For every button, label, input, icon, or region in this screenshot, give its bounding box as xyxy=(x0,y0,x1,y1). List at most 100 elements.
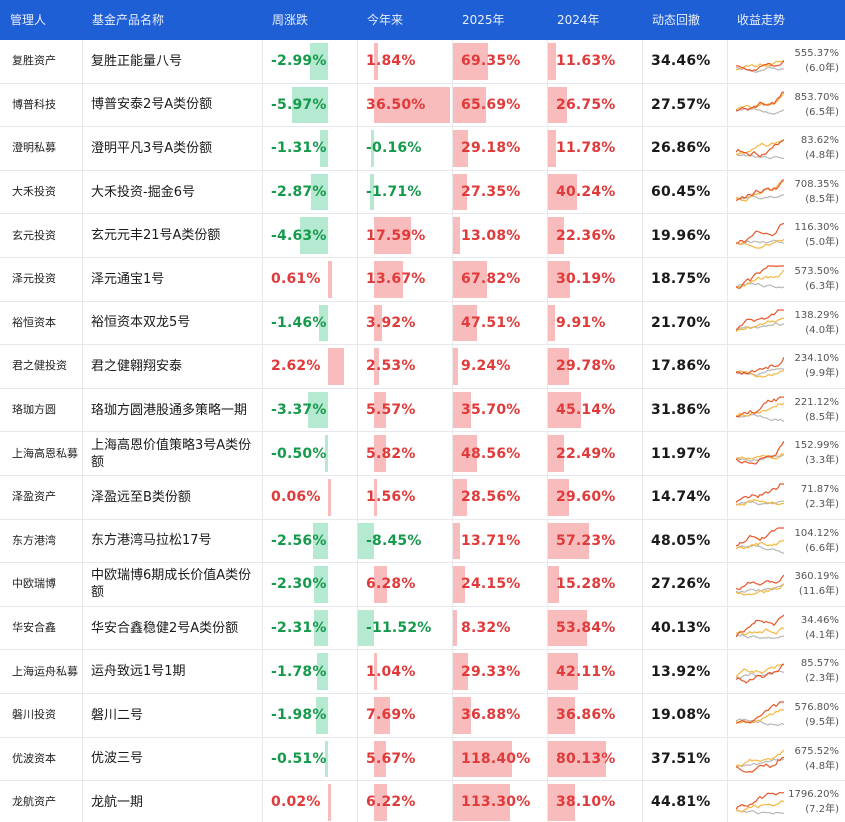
product-name-cell[interactable]: 君之健翱翔安泰 xyxy=(82,345,262,388)
col-header-manager[interactable]: 管理人 xyxy=(10,13,47,27)
fund-age-value: (6.6年) xyxy=(805,542,839,554)
trend-cell[interactable]: 83.62% (4.8年) xyxy=(727,127,845,170)
value-bar xyxy=(374,479,378,516)
trend-cell[interactable]: 573.50% (6.3年) xyxy=(727,258,845,301)
table-row[interactable]: 裕恒资本 裕恒资本双龙5号 -1.46% 3.92% 47.51% 9.91% 21.70%… xyxy=(0,301,845,346)
fund-age-value: (4.0年) xyxy=(805,324,839,336)
product-name-cell[interactable]: 玄元元丰21号A类份额 xyxy=(82,214,262,257)
ytd-value: 1.56% xyxy=(366,489,416,506)
drawdown-cell: 27.26% xyxy=(642,563,727,606)
product-name-cell[interactable]: 博普安泰2号A类份额 xyxy=(82,83,262,127)
value-bar xyxy=(328,784,331,821)
col-header-week[interactable]: 周涨跌 xyxy=(272,13,309,27)
year-2025-cell-value: 13.08% xyxy=(461,227,521,244)
drawdown-cell: 14.74% xyxy=(642,476,727,519)
product-name-cell[interactable]: 龙航一期 xyxy=(82,781,262,822)
trend-cell[interactable]: 34.46% (4.1年) xyxy=(727,606,845,650)
trend-cell[interactable]: 675.52% (4.8年) xyxy=(727,737,845,781)
year-2025-cell-value: 65.69% xyxy=(461,96,521,113)
drawdown-value: 31.86% xyxy=(651,402,711,419)
ytd-cell: 3.92% xyxy=(357,301,452,345)
product-name-cell[interactable]: 华安合鑫稳健2号A类份额 xyxy=(82,606,262,650)
cumulative-return-value: 573.50% xyxy=(794,266,840,277)
product-name-cell[interactable]: 复胜正能量八号 xyxy=(82,40,262,83)
table-row[interactable]: 博普科技 博普安泰2号A类份额 -5.97% 36.50% 65.69% 26.75% 27… xyxy=(0,83,845,128)
trend-cell[interactable]: 138.29% (4.0年) xyxy=(727,301,845,345)
year-2024-cell: 22.49% xyxy=(547,432,642,475)
col-header-2024[interactable]: 2024年 xyxy=(557,13,600,27)
trend-cell[interactable]: 221.12% (8.5年) xyxy=(727,388,845,432)
fund-line xyxy=(736,526,784,547)
table-row[interactable]: 优波资本 优波三号 -0.51% 5.67% 118.40% 80.13% 37.51% 67… xyxy=(0,737,845,782)
trend-cell[interactable]: 555.37% (6.0年) xyxy=(727,40,845,83)
table-row[interactable]: 复胜资产 复胜正能量八号 -2.99% 1.84% 69.35% 11.63% 34.46%… xyxy=(0,40,845,84)
trend-cell[interactable]: 853.70% (6.5年) xyxy=(727,83,845,127)
fund-age-value: (9.5年) xyxy=(805,717,839,728)
week-change-value: -0.50% xyxy=(271,445,327,462)
table-row[interactable]: 上海运舟私募 运舟致远1号1期 -1.78% 1.04% 29.33% 42.11% 13.… xyxy=(0,650,845,694)
col-header-drawdown[interactable]: 动态回撤 xyxy=(652,13,701,27)
manager-cell: 磐川投资 xyxy=(12,708,56,722)
table-row[interactable]: 大禾投资 大禾投资-掘金6号 -2.87% -1.71% 27.35% 40.24% 60.… xyxy=(0,170,845,215)
manager-cell: 裕恒资本 xyxy=(12,315,56,329)
table-row[interactable]: 上海高恩私募 上海高恩价值策略3号A类份额 -0.50% 5.82% 48.56% 22.… xyxy=(0,432,845,476)
table-row[interactable]: 东方港湾 东方港湾马拉松17号 -2.56% -8.45% 13.71% 57.23% 48… xyxy=(0,519,845,564)
table-row[interactable]: 泽元投资 泽元通宝1号 0.61% 13.67% 67.82% 30.19% 18.75% 5… xyxy=(0,258,845,302)
trend-cell[interactable]: 360.19% (11.6年) xyxy=(727,563,845,606)
trend-cell[interactable]: 104.12% (6.6年) xyxy=(727,519,845,563)
product-name-cell[interactable]: 澄明平凡3号A类份额 xyxy=(82,127,262,170)
product-name-cell[interactable]: 大禾投资-掘金6号 xyxy=(82,170,262,214)
trend-cell[interactable]: 708.35% (8.5年) xyxy=(727,170,845,214)
table-row[interactable]: 玄元投资 玄元元丰21号A类份额 -4.63% 17.59% 13.08% 22.36% 1… xyxy=(0,214,845,258)
trend-cell[interactable]: 576.80% (9.5年) xyxy=(727,694,845,737)
table-row[interactable]: 泽盈资产 泽盈远至B类份额 0.06% 1.56% 28.56% 29.60% 14.74%… xyxy=(0,476,845,520)
table-row[interactable]: 君之健投资 君之健翱翔安泰 2.62% 2.53% 9.24% 29.78% 17.86% 2… xyxy=(0,345,845,389)
product-name-cell[interactable]: 泽盈远至B类份额 xyxy=(82,476,262,519)
fund-age-value: (6.5年) xyxy=(805,106,839,118)
year-2024-cell-value: 11.78% xyxy=(556,140,616,157)
drawdown-value: 44.81% xyxy=(651,794,711,811)
cumulative-return-value: 708.35% xyxy=(794,178,840,190)
product-name-cell[interactable]: 运舟致远1号1期 xyxy=(82,650,262,693)
ytd-cell: 5.67% xyxy=(357,737,452,781)
product-name-cell[interactable]: 上海高恩价值策略3号A类份额 xyxy=(82,432,262,475)
index-line xyxy=(736,749,784,767)
fund-line xyxy=(736,396,784,418)
product-name-cell[interactable]: 磐川二号 xyxy=(82,694,262,737)
trend-cell[interactable]: 1796.20% (7.2年) xyxy=(727,781,845,822)
trend-cell[interactable]: 71.87% (2.3年) xyxy=(727,476,845,519)
value-bar xyxy=(548,653,579,690)
col-header-2025[interactable]: 2025年 xyxy=(462,13,505,27)
col-header-ytd[interactable]: 今年来 xyxy=(367,13,404,27)
ytd-value: 5.57% xyxy=(366,402,416,419)
ytd-cell: -0.16% xyxy=(357,127,452,170)
product-name-cell[interactable]: 泽元通宝1号 xyxy=(82,258,262,301)
table-row[interactable]: 磐川投资 磐川二号 -1.98% 7.69% 36.88% 36.86% 19.08% 576… xyxy=(0,694,845,738)
product-name-cell[interactable]: 东方港湾马拉松17号 xyxy=(82,519,262,563)
value-bar xyxy=(374,784,388,821)
product-name-cell[interactable]: 中欧瑞博6期成长价值A类份额 xyxy=(82,563,262,606)
drawdown-cell: 27.57% xyxy=(642,83,727,127)
drawdown-value: 18.75% xyxy=(651,271,711,288)
product-name-cell[interactable]: 优波三号 xyxy=(82,737,262,781)
table-row[interactable]: 珞珈方圆 珞珈方圆港股通多策略一期 -3.37% 5.57% 35.70% 45.14% 3… xyxy=(0,388,845,433)
trend-cell[interactable]: 234.10% (9.9年) xyxy=(727,345,845,388)
product-name-cell[interactable]: 珞珈方圆港股通多策略一期 xyxy=(82,388,262,432)
drawdown-value: 19.96% xyxy=(651,227,711,244)
trend-cell[interactable]: 116.30% (5.0年) xyxy=(727,214,845,257)
product-name-cell[interactable]: 裕恒资本双龙5号 xyxy=(82,301,262,345)
trend-cell[interactable]: 152.99% (3.3年) xyxy=(727,432,845,475)
table-row[interactable]: 中欧瑞博 中欧瑞博6期成长价值A类份额 -2.30% 6.28% 24.15% 15.28… xyxy=(0,563,845,607)
sparkline-chart-icon xyxy=(736,749,784,773)
table-row[interactable]: 华安合鑫 华安合鑫稳健2号A类份额 -2.31% -11.52% 8.32% 53.84%… xyxy=(0,606,845,651)
value-bar xyxy=(548,740,606,778)
index-line xyxy=(736,583,784,596)
trend-cell[interactable]: 85.57% (2.3年) xyxy=(727,650,845,693)
year-2025-cell: 29.33% xyxy=(452,650,547,693)
table-row[interactable]: 澄明私募 澄明平凡3号A类份额 -1.31% -0.16% 29.18% 11.78% 26… xyxy=(0,127,845,171)
value-bar xyxy=(548,217,565,254)
table-row[interactable]: 龙航资产 龙航一期 0.02% 6.22% 113.30% 38.10% 44.81% 179… xyxy=(0,781,845,822)
fund-line xyxy=(736,792,784,810)
col-header-product[interactable]: 基金产品名称 xyxy=(92,13,165,27)
ytd-value: -8.45% xyxy=(366,532,422,549)
